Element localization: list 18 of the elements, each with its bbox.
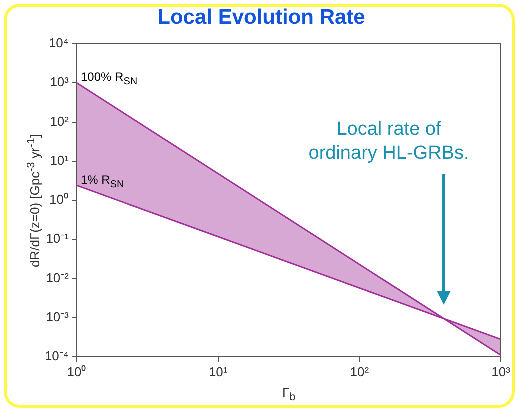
y-tick-label: 10⁻⁴ bbox=[44, 348, 69, 364]
y-tick-label: 10⁻² bbox=[46, 270, 70, 286]
y-tick-label: 10⁰ bbox=[50, 192, 69, 208]
chart-title: Local Evolution Rate bbox=[156, 6, 366, 30]
x-tick-label: 10¹ bbox=[208, 364, 228, 380]
y-tick-label: 10³ bbox=[50, 74, 70, 90]
annotation: 100% R$_{SN}$ bbox=[81, 70, 138, 88]
y-tick-label: 10¹ bbox=[50, 152, 70, 168]
annotation: 1% R$_{SN}$ bbox=[81, 172, 124, 190]
x-tick-label: 10³ bbox=[492, 364, 512, 380]
y-tick-label: 10⁴ bbox=[48, 36, 69, 51]
y-tick-label: 10⁻¹ bbox=[46, 231, 70, 246]
x-axis-title: Γ$_{b}$ bbox=[282, 385, 296, 404]
y-tick-label: 10² bbox=[50, 114, 70, 129]
x-tick-label: 10² bbox=[350, 364, 370, 380]
annotation: Local rate of ordinary HL-GRBs. bbox=[308, 118, 470, 166]
x-tick-label: 10⁰ bbox=[67, 364, 87, 380]
y-tick-label: 10⁻³ bbox=[46, 309, 70, 324]
